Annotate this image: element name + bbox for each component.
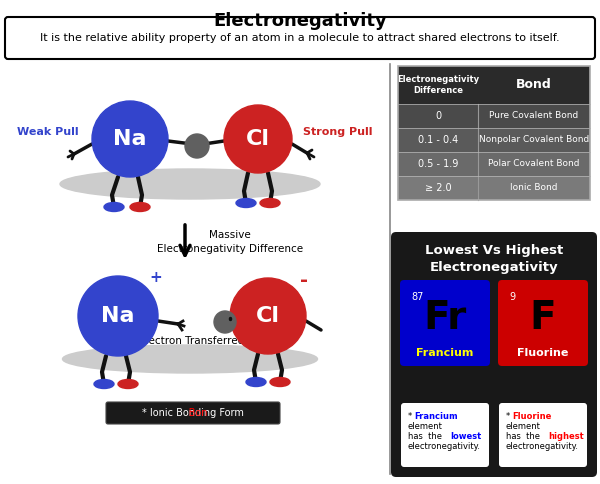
Ellipse shape bbox=[62, 345, 317, 373]
Bar bbox=[398, 66, 590, 200]
Text: 9: 9 bbox=[509, 292, 515, 302]
Text: electronegativity.: electronegativity. bbox=[408, 442, 481, 451]
Text: Cl: Cl bbox=[256, 306, 280, 326]
Text: Massive
Electronegativity Difference: Massive Electronegativity Difference bbox=[157, 230, 303, 254]
Text: lowest: lowest bbox=[450, 432, 481, 441]
Text: Weak Pull: Weak Pull bbox=[17, 127, 79, 137]
Bar bbox=[398, 176, 590, 200]
FancyBboxPatch shape bbox=[391, 232, 597, 477]
Circle shape bbox=[185, 134, 209, 158]
Circle shape bbox=[214, 311, 236, 333]
Ellipse shape bbox=[104, 202, 124, 212]
Circle shape bbox=[92, 101, 168, 177]
Text: has  the: has the bbox=[408, 432, 447, 441]
Ellipse shape bbox=[260, 198, 280, 208]
Circle shape bbox=[224, 105, 292, 173]
Text: Na: Na bbox=[101, 306, 135, 326]
Text: Francium: Francium bbox=[414, 412, 458, 421]
Text: Polar Covalent Bond: Polar Covalent Bond bbox=[488, 160, 580, 168]
Text: Francium: Francium bbox=[416, 348, 473, 358]
Text: *: * bbox=[506, 412, 513, 421]
Text: element: element bbox=[506, 422, 541, 431]
Text: Ionic Bond: Ionic Bond bbox=[510, 183, 558, 193]
Text: Fluorine: Fluorine bbox=[517, 348, 569, 358]
Text: Electron Transferred: Electron Transferred bbox=[139, 336, 245, 346]
FancyBboxPatch shape bbox=[5, 17, 595, 59]
Text: Pure Covalent Bond: Pure Covalent Bond bbox=[490, 111, 578, 121]
FancyBboxPatch shape bbox=[401, 403, 489, 467]
Text: Fluorine: Fluorine bbox=[512, 412, 551, 421]
Text: Lowest Vs Highest
Electronegativity: Lowest Vs Highest Electronegativity bbox=[425, 244, 563, 274]
Text: Electronegativity: Electronegativity bbox=[213, 12, 387, 30]
Bar bbox=[398, 152, 590, 176]
Circle shape bbox=[230, 278, 306, 354]
Text: element: element bbox=[408, 422, 443, 431]
FancyBboxPatch shape bbox=[400, 280, 490, 366]
Text: 0.5 - 1.9: 0.5 - 1.9 bbox=[418, 159, 458, 169]
Text: 0: 0 bbox=[435, 111, 441, 121]
Text: has  the: has the bbox=[506, 432, 545, 441]
Ellipse shape bbox=[60, 169, 320, 199]
Ellipse shape bbox=[270, 378, 290, 387]
Text: Strong Pull: Strong Pull bbox=[303, 127, 373, 137]
FancyBboxPatch shape bbox=[106, 402, 280, 424]
Text: highest: highest bbox=[548, 432, 584, 441]
Ellipse shape bbox=[236, 198, 256, 208]
Text: F: F bbox=[530, 299, 556, 337]
Text: * Ionic Bonding Form: * Ionic Bonding Form bbox=[142, 408, 244, 418]
Bar bbox=[398, 104, 590, 128]
Bar bbox=[398, 128, 590, 152]
Circle shape bbox=[78, 276, 158, 356]
Text: Na: Na bbox=[113, 129, 147, 149]
FancyBboxPatch shape bbox=[499, 403, 587, 467]
Text: +: + bbox=[149, 271, 163, 286]
Text: *: * bbox=[408, 412, 415, 421]
Ellipse shape bbox=[246, 378, 266, 387]
Text: electronegativity.: electronegativity. bbox=[506, 442, 579, 451]
Text: 0.1 - 0.4: 0.1 - 0.4 bbox=[418, 135, 458, 145]
Ellipse shape bbox=[118, 379, 138, 389]
Bar bbox=[398, 66, 590, 104]
Text: It is the relative ability property of an atom in a molecule to attract shared e: It is the relative ability property of a… bbox=[40, 33, 560, 43]
Text: Bond: Bond bbox=[516, 78, 552, 91]
Text: ≥ 2.0: ≥ 2.0 bbox=[425, 183, 451, 193]
Text: -: - bbox=[300, 271, 308, 289]
Text: 87: 87 bbox=[411, 292, 424, 302]
Text: Cl: Cl bbox=[246, 129, 270, 149]
Text: Nonpolar Covalent Bond: Nonpolar Covalent Bond bbox=[479, 136, 589, 145]
Ellipse shape bbox=[94, 379, 114, 389]
Text: Fr: Fr bbox=[424, 299, 467, 337]
Text: Bon: Bon bbox=[148, 408, 238, 418]
Ellipse shape bbox=[130, 202, 150, 212]
Text: Electronegativity
Difference: Electronegativity Difference bbox=[397, 75, 479, 95]
FancyBboxPatch shape bbox=[498, 280, 588, 366]
